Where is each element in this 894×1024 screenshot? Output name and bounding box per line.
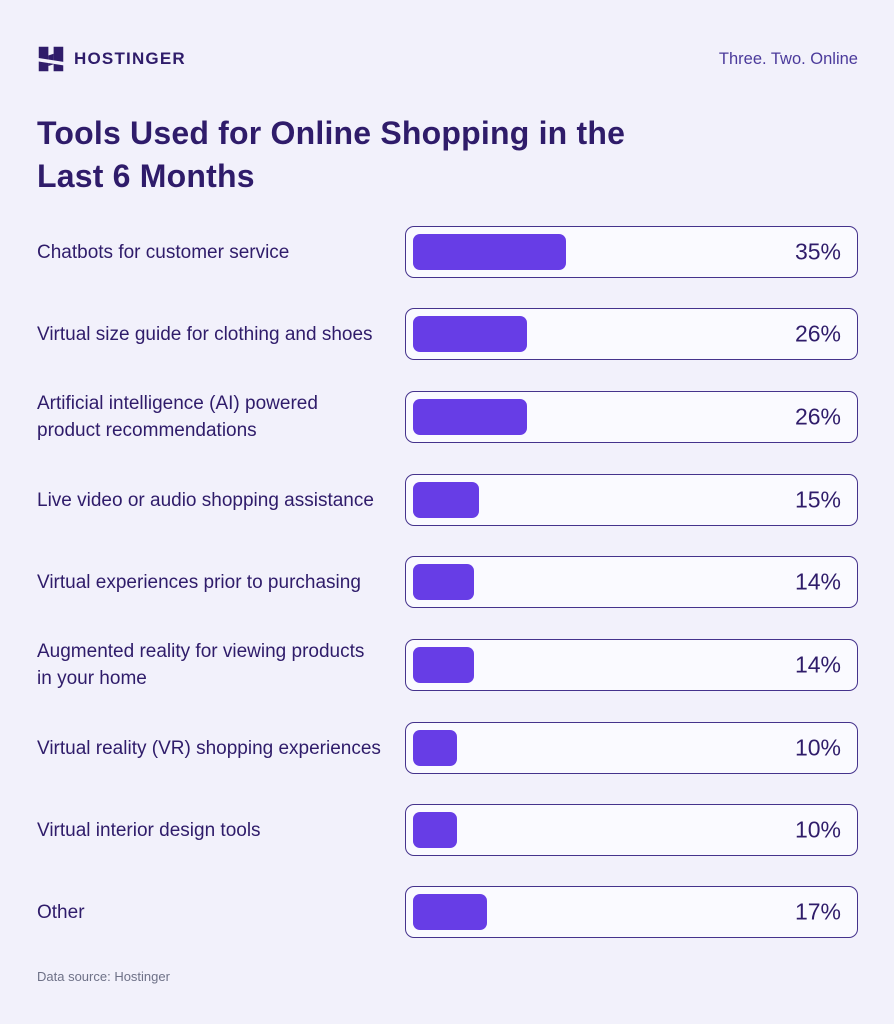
- chart-title-line2: Last 6 Months: [37, 158, 255, 194]
- header: HOSTINGER Three. Two. Online: [37, 44, 858, 74]
- bar-track: 26%: [405, 308, 858, 360]
- category-label: Virtual reality (VR) shopping experience…: [37, 737, 381, 759]
- category-label: Live video or audio shopping assistance: [37, 489, 374, 511]
- bar-track: 35%: [405, 226, 858, 278]
- category-label: Virtual experiences prior to purchasing: [37, 571, 361, 593]
- bar-fill: [413, 812, 457, 848]
- bar-fill: [413, 482, 479, 518]
- brand-logo: HOSTINGER: [37, 45, 186, 73]
- category-label: Artificial intelligence (AI) powered pro…: [37, 393, 318, 441]
- bar-chart: Chatbots for customer service 35% Virtua…: [37, 226, 858, 938]
- category-label: Augmented reality for viewing products i…: [37, 641, 365, 689]
- hostinger-h-icon: [37, 45, 65, 73]
- bar-value-label: 14%: [794, 651, 841, 678]
- bar-fill: [413, 564, 475, 600]
- footer: Data source: Hostinger: [37, 968, 858, 986]
- chart-row: Virtual reality (VR) shopping experience…: [37, 722, 858, 774]
- bar-track: 14%: [405, 556, 858, 608]
- bar-value-label: 26%: [794, 403, 841, 430]
- chart-row: Virtual experiences prior to purchasing …: [37, 556, 858, 608]
- bar-fill: [413, 234, 566, 270]
- category-label: Virtual interior design tools: [37, 819, 261, 841]
- chart-title: Tools Used for Online Shopping in the La…: [37, 112, 858, 198]
- bar-fill: [413, 316, 527, 352]
- bar-track: 10%: [405, 722, 858, 774]
- chart-row: Augmented reality for viewing products i…: [37, 638, 858, 692]
- chart-row: Artificial intelligence (AI) powered pro…: [37, 390, 858, 444]
- chart-title-line1: Tools Used for Online Shopping in the: [37, 115, 626, 151]
- bar-track: 17%: [405, 886, 858, 938]
- bar-fill: [413, 647, 475, 683]
- bar-fill: [413, 730, 457, 766]
- bar-fill: [413, 399, 527, 435]
- chart-row: Live video or audio shopping assistance …: [37, 474, 858, 526]
- bar-track: 14%: [405, 639, 858, 691]
- bar-value-label: 10%: [794, 816, 841, 843]
- data-source-label: Data source: Hostinger: [37, 969, 170, 984]
- category-label: Chatbots for customer service: [37, 241, 290, 263]
- bar-value-label: 26%: [794, 320, 841, 347]
- chart-row: Virtual interior design tools 10%: [37, 804, 858, 856]
- brand-tagline: Three. Two. Online: [718, 49, 858, 68]
- bar-track: 10%: [405, 804, 858, 856]
- bar-track: 15%: [405, 474, 858, 526]
- chart-row: Chatbots for customer service 35%: [37, 226, 858, 278]
- bar-value-label: 14%: [794, 568, 841, 595]
- bar-value-label: 10%: [794, 734, 841, 761]
- bar-track: 26%: [405, 391, 858, 443]
- bar-value-label: 35%: [794, 238, 841, 265]
- bar-value-label: 15%: [794, 486, 841, 513]
- category-label: Virtual size guide for clothing and shoe…: [37, 323, 373, 345]
- chart-row: Virtual size guide for clothing and shoe…: [37, 308, 858, 360]
- chart-row: Other 17%: [37, 886, 858, 938]
- bar-fill: [413, 894, 488, 930]
- bar-value-label: 17%: [794, 898, 841, 925]
- category-label: Other: [37, 901, 85, 923]
- brand-name: HOSTINGER: [74, 49, 186, 68]
